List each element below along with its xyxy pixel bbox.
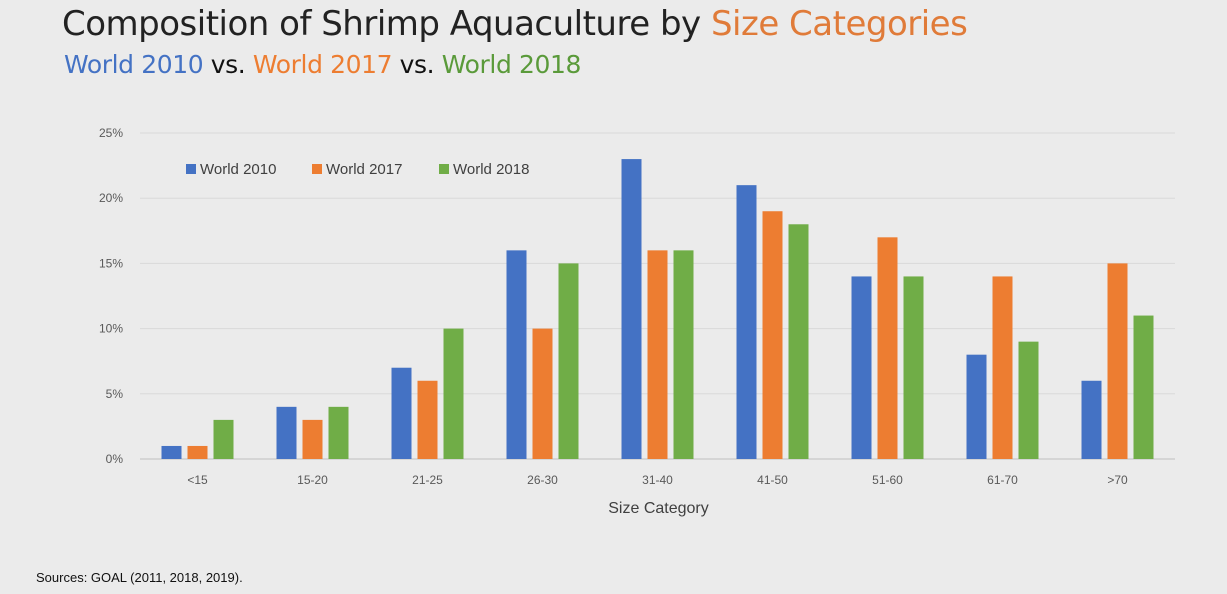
legend-label: World 2010: [200, 161, 276, 178]
bar: [673, 250, 694, 459]
x-tick-label: 15-20: [297, 473, 328, 487]
subtitle-vs-2: vs.: [392, 50, 442, 79]
y-tick-label: 5%: [106, 387, 124, 401]
bar: [647, 250, 668, 459]
x-tick-label: 61-70: [987, 473, 1018, 487]
bar: [1133, 315, 1154, 459]
subtitle-vs-1: vs.: [203, 50, 253, 79]
legend-swatch: [312, 164, 322, 174]
bar: [443, 328, 464, 459]
title-prefix: Composition of Shrimp Aquaculture by: [62, 4, 711, 44]
x-tick-label: <15: [187, 473, 208, 487]
x-tick-label: 21-25: [412, 473, 443, 487]
bar: [762, 211, 783, 459]
bar: [851, 276, 872, 459]
bar: [788, 224, 809, 459]
title-accent: Size Categories: [710, 4, 968, 44]
bar: [1018, 341, 1039, 459]
bar: [966, 354, 987, 459]
x-tick-label: 31-40: [642, 473, 673, 487]
legend-label: World 2018: [453, 161, 529, 178]
bar: [621, 159, 642, 459]
y-tick-label: 0%: [106, 452, 124, 466]
bar: [736, 185, 757, 459]
y-tick-label: 25%: [99, 126, 123, 140]
x-tick-label: 41-50: [757, 473, 788, 487]
x-axis-title: Size Category: [608, 500, 709, 517]
subtitle-series-2010: World 2010: [64, 50, 204, 79]
bar: [1107, 263, 1128, 459]
bar: [992, 276, 1013, 459]
bar: [213, 419, 234, 459]
bar: [558, 263, 579, 459]
x-tick-label: 26-30: [527, 473, 558, 487]
legend-label: World 2017: [326, 161, 402, 178]
bar: [506, 250, 527, 459]
bar: [187, 445, 208, 459]
legend-swatch: [439, 164, 449, 174]
y-tick-label: 15%: [99, 256, 123, 270]
page-title: Composition of Shrimp Aquaculture by Siz…: [62, 4, 968, 44]
bar: [276, 406, 297, 459]
subtitle-series-2018: World 2018: [441, 50, 582, 79]
bar: [302, 419, 323, 459]
x-tick-label: 51-60: [872, 473, 903, 487]
bar: [391, 367, 412, 459]
y-tick-label: 10%: [99, 322, 123, 336]
bar: [328, 406, 349, 459]
bar: [532, 328, 553, 459]
bar: [1081, 380, 1102, 459]
bar: [417, 380, 438, 459]
x-tick-label: >70: [1107, 473, 1128, 487]
bar: [877, 237, 898, 459]
subtitle-series-2017: World 2017: [252, 50, 393, 79]
page-subtitle: World 2010 vs. World 2017 vs. World 2018: [64, 50, 581, 79]
y-tick-label: 20%: [99, 191, 123, 205]
bar: [903, 276, 924, 459]
bar: [161, 445, 182, 459]
legend-swatch: [186, 164, 196, 174]
sources-note: Sources: GOAL (2011, 2018, 2019).: [36, 570, 243, 585]
